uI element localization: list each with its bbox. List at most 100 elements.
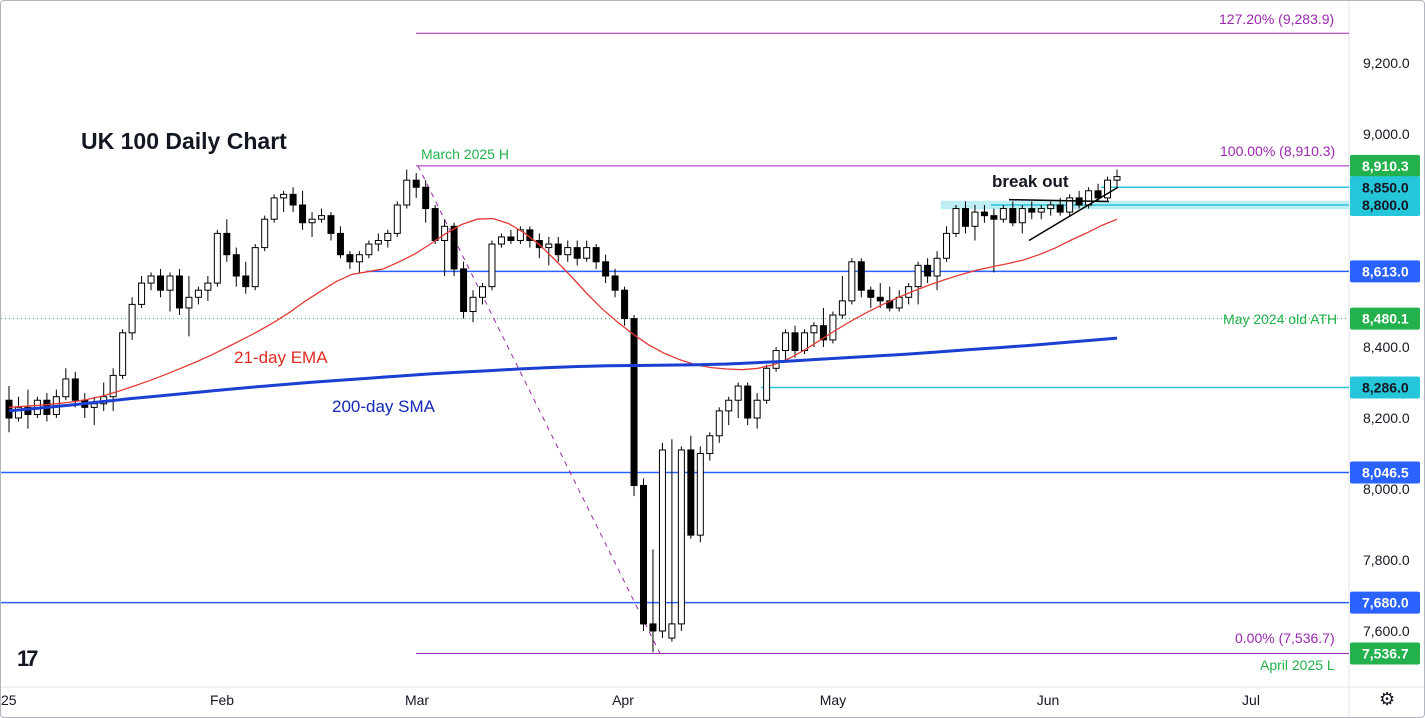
- candle-body: [706, 435, 714, 454]
- candle-body: [223, 232, 231, 256]
- candle: [980, 205, 988, 223]
- price-tag-box: [1350, 194, 1420, 216]
- triangle-resistance-line: [1008, 198, 1110, 203]
- candle: [175, 268, 183, 316]
- candle-body: [355, 254, 363, 263]
- price-tag-box: [1350, 260, 1420, 283]
- candle: [763, 364, 771, 404]
- y-tick-label: 8,200.0: [1363, 410, 1410, 426]
- candle-body: [810, 325, 818, 334]
- candle: [1037, 205, 1045, 220]
- candle-body: [592, 247, 600, 263]
- candle-body: [374, 240, 382, 245]
- candle: [223, 219, 231, 262]
- candle-body: [1047, 204, 1055, 210]
- candle-body: [602, 261, 610, 277]
- candle-body: [857, 261, 865, 291]
- x-tick-label: Jul: [1242, 692, 1260, 708]
- candle: [867, 286, 875, 308]
- gear-icon[interactable]: ⚙: [1379, 689, 1396, 709]
- candle-body: [961, 208, 969, 227]
- candle: [952, 205, 960, 237]
- price-tag-box: [1350, 642, 1420, 665]
- candle-body: [1094, 190, 1102, 199]
- candle: [128, 297, 136, 340]
- candle: [564, 240, 572, 262]
- candle-body: [933, 257, 941, 277]
- candle-body: [1104, 179, 1112, 199]
- price-tag-label: 7,536.7: [1362, 645, 1409, 661]
- candle-body: [677, 449, 685, 625]
- candle: [791, 325, 799, 358]
- candle: [772, 347, 780, 372]
- candle: [109, 368, 117, 411]
- candle: [602, 254, 610, 284]
- candle-body: [497, 236, 505, 245]
- candle-body: [744, 385, 752, 419]
- y-tick-label: 7,800.0: [1363, 552, 1410, 568]
- candle-body: [479, 286, 487, 298]
- candle-body: [431, 208, 439, 242]
- candle-body: [71, 378, 79, 401]
- candle: [753, 393, 761, 429]
- candle-body: [166, 275, 174, 291]
- candle: [668, 439, 676, 642]
- candle-body: [943, 232, 951, 259]
- candle-body: [336, 232, 344, 256]
- ema-21-line: [8, 217, 1118, 408]
- candle-body: [109, 374, 117, 398]
- candle-body: [507, 236, 515, 241]
- candle: [658, 442, 666, 639]
- x-tick-label: Mar: [405, 692, 429, 708]
- candle: [450, 222, 458, 276]
- candle: [943, 226, 951, 262]
- candle: [365, 240, 373, 259]
- april-low-label: April 2025 L: [1260, 657, 1335, 673]
- candle: [460, 261, 468, 319]
- candle-body: [1066, 197, 1074, 213]
- candle: [412, 173, 420, 198]
- candle: [204, 276, 212, 301]
- candle: [308, 212, 316, 237]
- candle: [479, 283, 487, 305]
- candle: [734, 382, 742, 418]
- candle-body: [460, 268, 468, 312]
- candle-body: [725, 399, 733, 412]
- candle-body: [564, 247, 572, 256]
- y-tick-label: 7,600.0: [1363, 623, 1410, 639]
- candle-body: [318, 215, 326, 220]
- triangle-support-line: [1028, 186, 1119, 242]
- candle-body: [621, 289, 629, 320]
- candle-body: [800, 332, 808, 352]
- candle-body: [261, 218, 269, 249]
- candle: [706, 432, 714, 461]
- candle: [999, 205, 1007, 223]
- candle: [157, 268, 165, 298]
- tradingview-logo-icon[interactable]: 17: [17, 646, 39, 671]
- candle-body: [213, 232, 221, 284]
- candle: [971, 205, 979, 241]
- candle: [819, 307, 827, 347]
- candle: [1104, 176, 1112, 202]
- candle: [251, 244, 259, 291]
- candle-body: [583, 247, 591, 259]
- candle-body: [175, 275, 183, 309]
- candle: [715, 407, 723, 443]
- candle-body: [999, 208, 1007, 220]
- candle: [441, 219, 449, 276]
- candle-body: [280, 193, 288, 199]
- candle: [213, 229, 221, 287]
- candle: [242, 261, 250, 294]
- candle: [138, 276, 146, 308]
- candle: [677, 446, 685, 631]
- candle: [933, 251, 941, 291]
- candle-body: [971, 211, 979, 227]
- candle: [431, 205, 439, 245]
- candle: [1009, 201, 1017, 227]
- candle-body: [658, 449, 666, 632]
- price-tag: 8,910.3: [1350, 154, 1420, 177]
- price-tag-box: [1350, 154, 1420, 177]
- price-tag-label: 8,850.0: [1362, 179, 1409, 195]
- price-tag-label: 8,800.0: [1362, 197, 1409, 213]
